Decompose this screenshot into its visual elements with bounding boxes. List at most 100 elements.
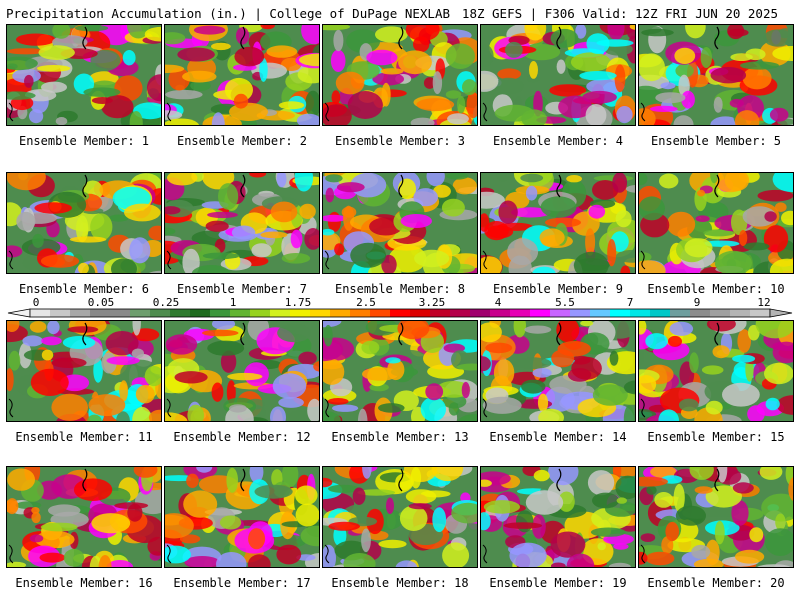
colorbar-swatch xyxy=(230,309,251,317)
colorbar-swatch xyxy=(650,309,671,317)
coastline xyxy=(8,398,14,418)
precipitation-field xyxy=(7,321,161,421)
map-title: Precipitation Accumulation (in.) | Colle… xyxy=(6,6,451,21)
ensemble-map-6 xyxy=(6,172,162,274)
coastline xyxy=(324,250,330,270)
coastline xyxy=(556,26,562,50)
precipitation-field xyxy=(165,173,319,273)
colorbar-swatch xyxy=(250,309,271,317)
coastline xyxy=(324,102,330,122)
colorbar-swatch xyxy=(90,309,111,317)
ensemble-map-5 xyxy=(638,24,794,126)
coastline xyxy=(640,102,646,122)
ensemble-map-1 xyxy=(6,24,162,126)
coastline xyxy=(556,468,562,492)
colorbar-swatch xyxy=(490,309,511,317)
ensemble-map-17 xyxy=(164,466,320,568)
coastline xyxy=(82,322,88,346)
ensemble-member-label: Ensemble Member: 4 xyxy=(492,134,624,148)
ensemble-member-label: Ensemble Member: 10 xyxy=(647,282,785,296)
ensemble-member-label: Ensemble Member: 19 xyxy=(489,576,627,590)
colorbar-tick-label: 5.5 xyxy=(555,296,575,309)
colorbar-max-arrow xyxy=(769,308,793,318)
colorbar-tick-label: 12 xyxy=(757,296,771,309)
coastline xyxy=(640,250,646,270)
coastline xyxy=(82,174,88,198)
coastline xyxy=(482,250,488,270)
coastline xyxy=(166,398,172,418)
precipitation-field xyxy=(165,25,319,125)
colorbar-swatch xyxy=(730,309,751,317)
colorbar-swatch xyxy=(750,309,771,317)
colorbar-tick-label: 0.05 xyxy=(87,296,115,309)
ensemble-map-18 xyxy=(322,466,478,568)
precipitation-field xyxy=(639,25,793,125)
precipitation-field xyxy=(165,321,319,421)
coastline xyxy=(714,26,720,50)
colorbar-swatch xyxy=(210,309,231,317)
colorbar-swatch xyxy=(350,309,371,317)
coastline xyxy=(640,544,646,564)
coastline xyxy=(398,26,404,50)
ensemble-map-12 xyxy=(164,320,320,422)
ensemble-member-label: Ensemble Member: 3 xyxy=(334,134,466,148)
ensemble-member-label: Ensemble Member: 17 xyxy=(173,576,311,590)
ensemble-member-label: Ensemble Member: 11 xyxy=(15,430,153,444)
colorbar-swatch xyxy=(110,309,131,317)
colorbar-tick-label: 2.5 xyxy=(356,296,376,309)
coastline xyxy=(8,544,14,564)
coastline xyxy=(8,102,14,122)
coastline xyxy=(166,102,172,122)
colorbar-swatch xyxy=(30,309,51,317)
coastline xyxy=(398,468,404,492)
ensemble-map-13 xyxy=(322,320,478,422)
precipitation-field xyxy=(323,321,477,421)
colorbar-swatch xyxy=(450,309,471,317)
colorbar-tick-label: 0 xyxy=(32,296,40,309)
ensemble-member-label: Ensemble Member: 12 xyxy=(173,430,311,444)
colorbar-swatch xyxy=(690,309,711,317)
coastline xyxy=(398,174,404,198)
ensemble-member-label: Ensemble Member: 9 xyxy=(492,282,624,296)
colorbar-min-arrow xyxy=(7,308,31,318)
coastline xyxy=(240,468,246,492)
coastline xyxy=(240,26,246,50)
ensemble-member-label: Ensemble Member: 1 xyxy=(18,134,150,148)
colorbar-swatch xyxy=(510,309,531,317)
ensemble-map-4 xyxy=(480,24,636,126)
colorbar-swatch xyxy=(670,309,691,317)
colorbar-tick-label: 9 xyxy=(693,296,701,309)
ensemble-map-15 xyxy=(638,320,794,422)
coastline xyxy=(714,322,720,346)
colorbar-swatch xyxy=(630,309,651,317)
precipitation-field xyxy=(639,173,793,273)
colorbar-swatch xyxy=(570,309,591,317)
colorbar-tick-label: 1 xyxy=(229,296,237,309)
precipitation-field xyxy=(7,25,161,125)
precipitation-field xyxy=(323,173,477,273)
coastline xyxy=(166,250,172,270)
colorbar-swatch xyxy=(590,309,611,317)
colorbar-tick-label: 0.25 xyxy=(152,296,180,309)
colorbar-swatch xyxy=(190,309,211,317)
ensemble-member-label: Ensemble Member: 16 xyxy=(15,576,153,590)
colorbar-swatch xyxy=(130,309,151,317)
ensemble-map-2 xyxy=(164,24,320,126)
model-run-info: 18Z GEFS | F306 Valid: 12Z FRI JUN 20 20… xyxy=(461,6,778,21)
ensemble-map-9 xyxy=(480,172,636,274)
ensemble-map-11 xyxy=(6,320,162,422)
colorbar-swatch xyxy=(50,309,71,317)
ensemble-member-label: Ensemble Member: 15 xyxy=(647,430,785,444)
colorbar-swatch xyxy=(370,309,391,317)
colorbar-swatch xyxy=(430,309,451,317)
coastline xyxy=(482,398,488,418)
ensemble-member-label: Ensemble Member: 18 xyxy=(331,576,469,590)
colorbar-swatch xyxy=(70,309,91,317)
ensemble-map-3 xyxy=(322,24,478,126)
colorbar-swatch xyxy=(270,309,291,317)
ensemble-member-label: Ensemble Member: 13 xyxy=(331,430,469,444)
precipitation-field xyxy=(481,173,635,273)
precipitation-field xyxy=(481,467,635,567)
precipitation-field xyxy=(323,25,477,125)
ensemble-member-label: Ensemble Member: 8 xyxy=(334,282,466,296)
